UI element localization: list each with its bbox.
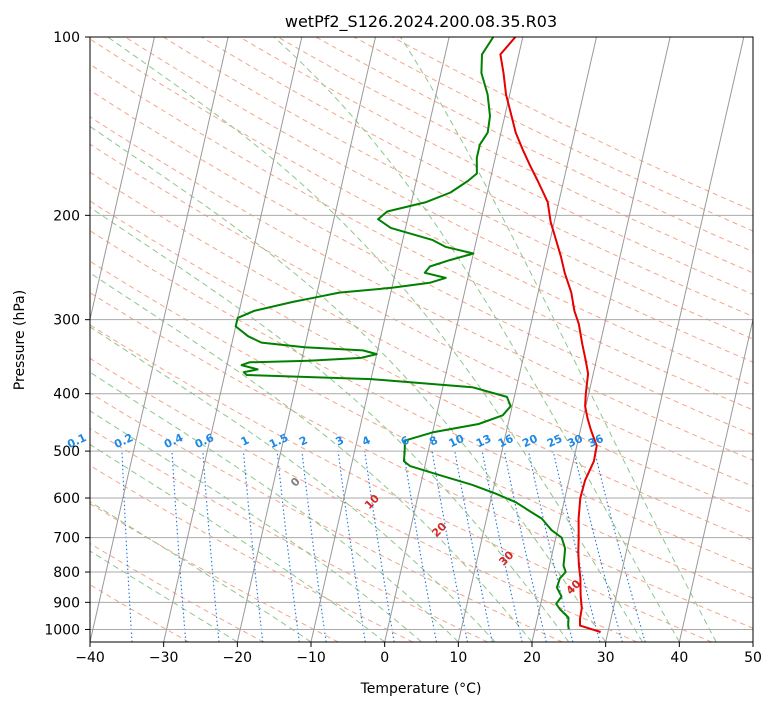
- mixing-ratio-line: [431, 451, 469, 642]
- background-lines: [90, 37, 753, 642]
- x-tick-label: 50: [744, 650, 762, 666]
- y-tick-label: 100: [53, 30, 80, 46]
- dry-adiabat-line: [90, 171, 753, 514]
- x-tick-label: 10: [449, 650, 467, 666]
- moist-adiabat-line: [90, 125, 607, 642]
- isotherm-line: [605, 37, 745, 642]
- x-axis-label: Temperature (°C): [360, 681, 482, 697]
- isotherm-line: [90, 37, 155, 322]
- dry-adiabat-line: [90, 63, 753, 411]
- y-tick-label: 300: [53, 313, 80, 329]
- mixing-ratio-line: [503, 450, 547, 642]
- isotherm-line: [236, 37, 376, 642]
- x-tick-label: −40: [75, 650, 105, 666]
- y-axis-label: Pressure (hPa): [12, 290, 28, 390]
- mixing-ratio-label: 36: [586, 432, 606, 450]
- moist-adiabat-line: [107, 37, 643, 642]
- mixing-ratio-line: [364, 451, 395, 642]
- mixing-ratio-label: 30: [565, 432, 585, 450]
- isotherm-line: [90, 37, 229, 642]
- mixing-ratio-line: [276, 451, 300, 642]
- isotherm-line: [531, 37, 671, 642]
- mixing-ratio-label: 16: [496, 432, 516, 450]
- dry-adiabat-line: [90, 143, 753, 487]
- isotherm-line: [310, 37, 450, 642]
- dry-adiabat-line: [90, 260, 753, 599]
- dry-adiabat-line: [238, 37, 753, 295]
- dry-adiabat-line: [124, 37, 753, 363]
- moist-adiabat-line: [90, 371, 459, 642]
- moist-adiabat-line: [273, 37, 680, 642]
- mixing-ratio-line: [337, 451, 366, 642]
- x-tick-label: 0: [380, 650, 389, 666]
- dry-adiabat-line: [90, 357, 638, 642]
- y-tick-label: 500: [53, 444, 80, 460]
- y-tick-label: 600: [53, 491, 80, 507]
- x-tick-label: 20: [523, 650, 541, 666]
- y-tick-label: 800: [53, 565, 80, 581]
- x-tick-label: −20: [223, 650, 253, 666]
- dry-adiabat-line: [200, 37, 753, 318]
- dry-adiabat-line: [90, 503, 339, 642]
- y-tick-label: 1000: [44, 622, 80, 638]
- mixing-ratio-label: 20: [520, 432, 540, 450]
- line-labels: -100-90-80-70-60-50-40-30-20-10010203040…: [65, 431, 606, 597]
- dry-adiabat-line: [90, 584, 190, 642]
- dry-adiabat-line: [90, 324, 712, 642]
- moist-adiabat-line: [90, 410, 422, 642]
- y-tick-label: 400: [53, 387, 80, 403]
- dry-adiabat-line: [90, 200, 753, 542]
- data-series: [234, 37, 601, 633]
- y-tick-label: 200: [53, 208, 80, 224]
- dry-adiabat-line: [90, 392, 563, 642]
- mixing-ratio-line: [454, 451, 493, 642]
- moist-adiabat-line: [90, 272, 533, 642]
- moist-adiabat-line: [90, 206, 570, 642]
- isotherm-line: [457, 37, 597, 642]
- mixing-ratio-line: [301, 451, 327, 642]
- dewpoint-profile-line: [234, 37, 570, 630]
- moist-adiabat-line: [90, 443, 386, 642]
- mixing-ratio-line: [202, 451, 220, 642]
- mixing-ratio-label: 25: [545, 432, 564, 450]
- dry-adiabat-line: [90, 292, 753, 629]
- isotherm-line: [678, 317, 753, 642]
- isotherm-line: [163, 37, 303, 642]
- mixing-ratio-line: [527, 450, 574, 642]
- mixing-ratio-line: [481, 450, 523, 642]
- mixing-ratio-line: [242, 451, 264, 642]
- mixing-ratio-line: [573, 450, 623, 642]
- y-tick-label: 700: [53, 531, 80, 547]
- moist-adiabat-line: [400, 37, 717, 642]
- x-tick-label: −10: [296, 650, 326, 666]
- temperature-profile-line: [499, 37, 601, 633]
- x-tick-label: 40: [670, 650, 688, 666]
- chart-title: wetPf2_S126.2024.200.08.35.R03: [285, 12, 557, 32]
- mixing-ratio-label: 13: [474, 432, 493, 450]
- x-tick-label: −30: [149, 650, 179, 666]
- x-tick-label: 30: [597, 650, 615, 666]
- y-tick-label: 900: [53, 595, 80, 611]
- isotherm-line: [384, 37, 524, 642]
- axis-ticks: −40 −30 −20 −10 0 10 20 30 40 50 100 200 300 400 500 60…: [44, 30, 762, 666]
- plot-frame: [89, 36, 754, 643]
- mixing-ratio-label: 10: [447, 432, 467, 450]
- dry-adiabat-line: [90, 89, 753, 436]
- mixing-ratio-line: [171, 451, 187, 642]
